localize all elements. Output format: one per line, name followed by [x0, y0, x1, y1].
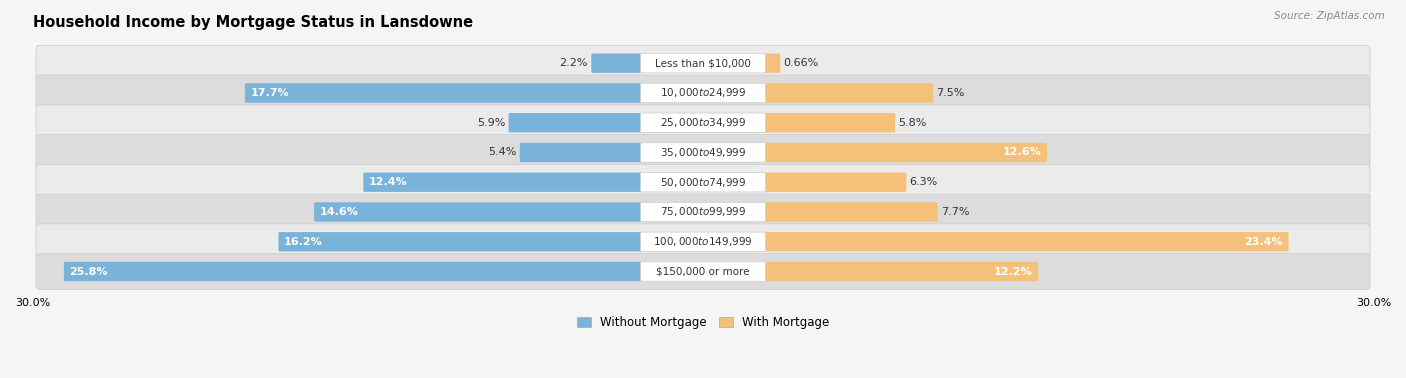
Text: 7.5%: 7.5% — [936, 88, 965, 98]
FancyBboxPatch shape — [37, 194, 1369, 230]
FancyBboxPatch shape — [763, 54, 780, 73]
Text: 0.66%: 0.66% — [783, 58, 818, 68]
Text: Source: ZipAtlas.com: Source: ZipAtlas.com — [1274, 11, 1385, 21]
Text: Less than $10,000: Less than $10,000 — [655, 58, 751, 68]
FancyBboxPatch shape — [363, 173, 643, 192]
Text: $25,000 to $34,999: $25,000 to $34,999 — [659, 116, 747, 129]
Text: 12.6%: 12.6% — [1002, 147, 1042, 158]
Text: 7.7%: 7.7% — [941, 207, 970, 217]
FancyBboxPatch shape — [37, 224, 1369, 260]
Text: Household Income by Mortgage Status in Lansdowne: Household Income by Mortgage Status in L… — [32, 15, 472, 30]
Text: 5.4%: 5.4% — [488, 147, 516, 158]
Text: $150,000 or more: $150,000 or more — [657, 266, 749, 277]
FancyBboxPatch shape — [37, 75, 1369, 111]
FancyBboxPatch shape — [278, 232, 643, 251]
Text: 23.4%: 23.4% — [1244, 237, 1282, 247]
Text: 12.2%: 12.2% — [994, 266, 1032, 277]
FancyBboxPatch shape — [763, 143, 1047, 162]
FancyBboxPatch shape — [37, 45, 1369, 81]
FancyBboxPatch shape — [63, 262, 643, 281]
FancyBboxPatch shape — [37, 164, 1369, 200]
FancyBboxPatch shape — [640, 173, 766, 192]
FancyBboxPatch shape — [37, 135, 1369, 170]
FancyBboxPatch shape — [640, 143, 766, 162]
Text: 6.3%: 6.3% — [910, 177, 938, 187]
Text: $100,000 to $149,999: $100,000 to $149,999 — [654, 235, 752, 248]
FancyBboxPatch shape — [520, 143, 643, 162]
Text: 25.8%: 25.8% — [69, 266, 108, 277]
Legend: Without Mortgage, With Mortgage: Without Mortgage, With Mortgage — [572, 311, 834, 333]
FancyBboxPatch shape — [763, 232, 1288, 251]
Text: $10,000 to $24,999: $10,000 to $24,999 — [659, 87, 747, 99]
Text: 14.6%: 14.6% — [319, 207, 359, 217]
Text: 2.2%: 2.2% — [560, 58, 588, 68]
FancyBboxPatch shape — [763, 83, 934, 103]
FancyBboxPatch shape — [640, 54, 766, 73]
Text: $75,000 to $99,999: $75,000 to $99,999 — [659, 206, 747, 218]
Text: 5.9%: 5.9% — [477, 118, 505, 128]
FancyBboxPatch shape — [640, 113, 766, 132]
FancyBboxPatch shape — [640, 83, 766, 103]
Text: 16.2%: 16.2% — [284, 237, 323, 247]
Text: 12.4%: 12.4% — [368, 177, 408, 187]
FancyBboxPatch shape — [245, 83, 643, 103]
FancyBboxPatch shape — [37, 254, 1369, 290]
FancyBboxPatch shape — [37, 105, 1369, 141]
Text: 5.8%: 5.8% — [898, 118, 927, 128]
FancyBboxPatch shape — [763, 202, 938, 222]
FancyBboxPatch shape — [640, 232, 766, 251]
FancyBboxPatch shape — [509, 113, 643, 132]
FancyBboxPatch shape — [640, 262, 766, 281]
Text: $35,000 to $49,999: $35,000 to $49,999 — [659, 146, 747, 159]
FancyBboxPatch shape — [592, 54, 643, 73]
FancyBboxPatch shape — [640, 202, 766, 222]
FancyBboxPatch shape — [763, 113, 896, 132]
FancyBboxPatch shape — [763, 173, 907, 192]
Text: 17.7%: 17.7% — [250, 88, 290, 98]
Text: $50,000 to $74,999: $50,000 to $74,999 — [659, 176, 747, 189]
FancyBboxPatch shape — [763, 262, 1038, 281]
FancyBboxPatch shape — [314, 202, 643, 222]
